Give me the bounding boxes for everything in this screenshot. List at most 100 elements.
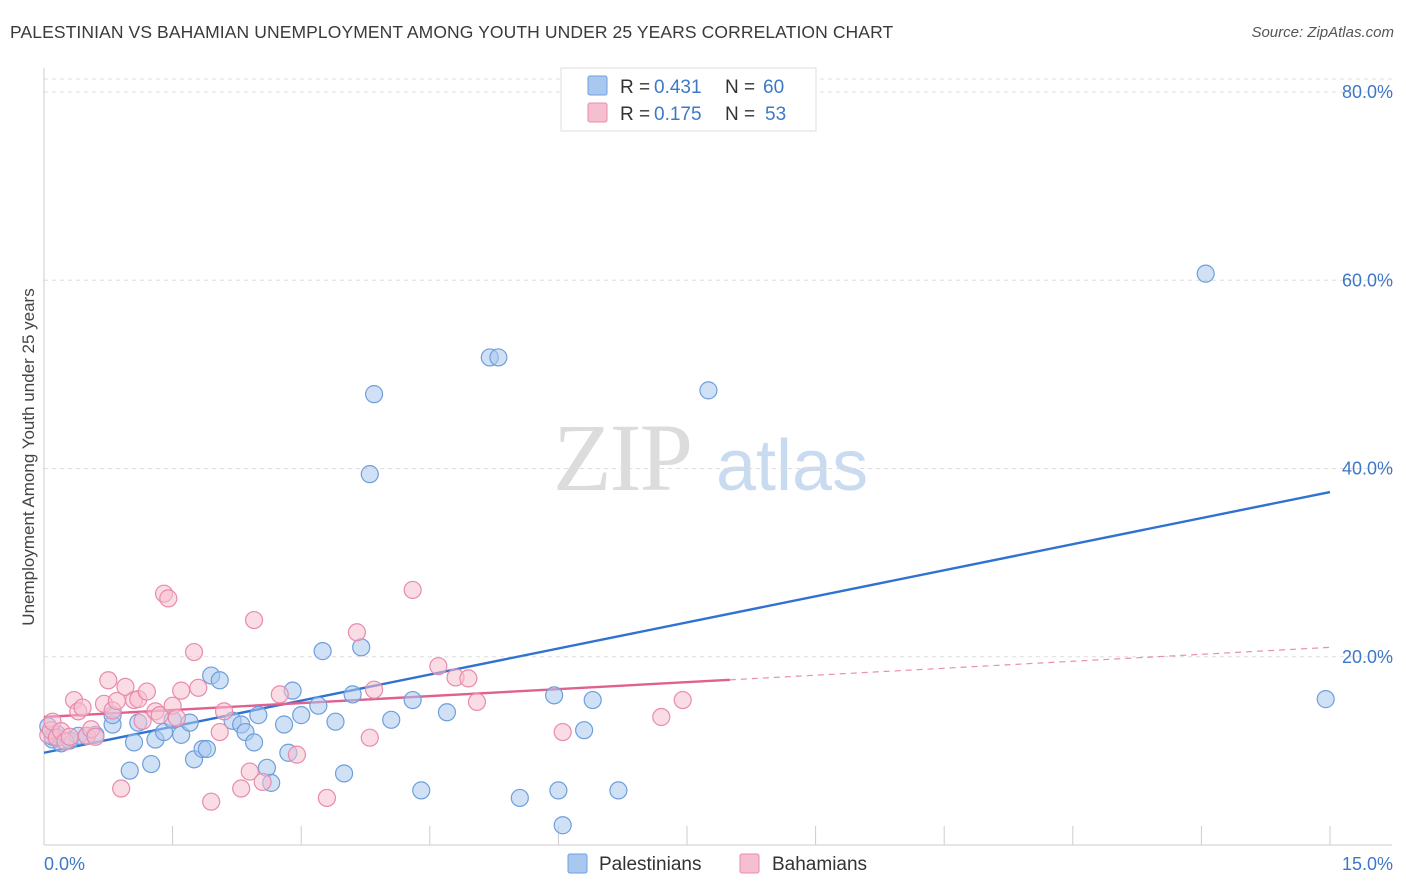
y-tick-label: 80.0% xyxy=(1342,82,1393,102)
gridlines xyxy=(44,78,1392,658)
y-tick-labels: 20.0% 40.0% 60.0% 80.0% xyxy=(1342,82,1393,667)
bottom-legend-palestinians: Palestinians xyxy=(599,854,701,875)
legend-swatch-bahamians xyxy=(587,102,608,123)
x-tick-label-max: 15.0% xyxy=(1342,854,1393,874)
legend-swatch-palestinians xyxy=(587,75,608,96)
watermark-zip: ZIP xyxy=(553,404,691,511)
palestinians-point xyxy=(553,816,572,835)
legend-r-label-1: R = xyxy=(620,77,650,98)
x-tick-labels: 0.0% 15.0% xyxy=(44,854,1393,874)
palestinians-point xyxy=(197,739,216,759)
palestinians-point xyxy=(249,706,268,725)
palestinians-point xyxy=(326,712,345,731)
legend-n-value-2: 53 xyxy=(765,104,786,125)
bahamians-point xyxy=(137,682,156,701)
palestinians-point xyxy=(313,642,332,661)
bahamians-point xyxy=(360,728,379,747)
bahamians-point xyxy=(364,680,384,699)
palestinians-point xyxy=(120,761,139,780)
palestinians-point xyxy=(437,703,457,722)
bahamians-point xyxy=(244,610,264,630)
y-tick-label: 20.0% xyxy=(1342,647,1393,667)
legend-r-value-1: 0.431 xyxy=(654,77,702,98)
palestinians-point xyxy=(412,781,431,800)
watermark-atlas: atlas xyxy=(716,426,868,506)
bahamians-point xyxy=(652,707,671,727)
palestinians-point xyxy=(142,754,161,774)
y-tick-label: 60.0% xyxy=(1342,270,1393,290)
palestinians-point xyxy=(575,721,594,740)
bahamians-point xyxy=(673,690,692,710)
palestinians-point xyxy=(1196,264,1215,283)
bahamians-point xyxy=(159,589,178,608)
correlation-legend: R = 0.431 N = 60 R = 0.175 N = 53 xyxy=(560,67,817,132)
palestinians-point xyxy=(545,686,564,705)
bahamians-point xyxy=(253,772,272,792)
bahamians-point xyxy=(232,779,251,798)
bottom-legend-swatch-palestinians xyxy=(567,853,588,874)
palestinians-point xyxy=(510,788,529,808)
bahamians-point xyxy=(116,677,135,696)
bahamians-point xyxy=(133,711,152,730)
palestinians-point xyxy=(549,781,568,800)
bahamians-point xyxy=(60,727,79,746)
bahamians-point xyxy=(73,698,92,717)
bahamians-point xyxy=(99,671,118,690)
y-axis-label: Unemployment Among Youth under 25 years xyxy=(19,288,38,625)
palestinians-point xyxy=(352,638,371,657)
source-label: Source: ZipAtlas.com xyxy=(1251,24,1394,41)
bottom-legend-swatch-bahamians xyxy=(739,853,760,874)
palestinians-point xyxy=(403,690,422,710)
bahamians-trend-line-extension xyxy=(729,646,1331,681)
palestinians-point xyxy=(1316,690,1335,709)
palestinians-point xyxy=(274,715,294,734)
legend-n-label-1: N = xyxy=(725,77,755,98)
bahamians-point xyxy=(317,788,337,808)
x-tick-label-min: 0.0% xyxy=(44,854,85,874)
watermark: ZIP atlas xyxy=(553,404,868,511)
chart-title: PALESTINIAN VS BAHAMIAN UNEMPLOYMENT AMO… xyxy=(10,22,894,42)
palestinians-point xyxy=(292,706,311,725)
bahamians-point xyxy=(240,762,259,781)
legend-n-label-2: N = xyxy=(725,104,755,125)
palestinians-point xyxy=(382,710,401,729)
legend-n-value-1: 60 xyxy=(763,77,784,98)
bahamians-point xyxy=(189,678,208,697)
palestinians-point xyxy=(309,696,328,715)
palestinians-point xyxy=(489,348,508,367)
bahamians-point xyxy=(167,708,186,728)
palestinians-point xyxy=(583,690,602,710)
bahamians-point xyxy=(172,681,191,700)
bahamians-point xyxy=(553,722,572,742)
palestinians-point xyxy=(360,465,379,484)
bahamians-point xyxy=(112,779,131,798)
bahamians-point xyxy=(403,580,422,600)
bahamians-point xyxy=(270,685,289,704)
palestinians-point xyxy=(699,381,718,400)
bahamians-point xyxy=(287,745,307,764)
series-legend: Palestinians Bahamians xyxy=(567,853,867,875)
palestinians-point xyxy=(609,781,628,800)
palestinians-point xyxy=(244,733,264,752)
bahamians-point xyxy=(184,642,204,662)
palestinians-point xyxy=(124,733,144,752)
bahamians-point xyxy=(86,727,105,746)
palestinians-point xyxy=(343,685,362,704)
bahamians-point xyxy=(429,657,448,676)
palestinians-point xyxy=(210,671,229,690)
bottom-legend-bahamians: Bahamians xyxy=(772,854,867,875)
axes xyxy=(43,68,1392,846)
legend-r-label-2: R = xyxy=(620,104,650,125)
bahamians-point xyxy=(214,702,234,721)
palestinians-point xyxy=(334,764,354,783)
y-tick-label: 40.0% xyxy=(1342,459,1393,479)
palestinians-point xyxy=(364,385,384,404)
bahamians-point xyxy=(347,623,367,642)
legend-r-value-2: 0.175 xyxy=(654,104,702,125)
bahamians-point xyxy=(467,692,487,712)
data-points xyxy=(39,264,1335,835)
bahamians-point xyxy=(202,792,221,811)
bahamians-point xyxy=(210,722,229,742)
bahamians-point xyxy=(459,669,478,688)
